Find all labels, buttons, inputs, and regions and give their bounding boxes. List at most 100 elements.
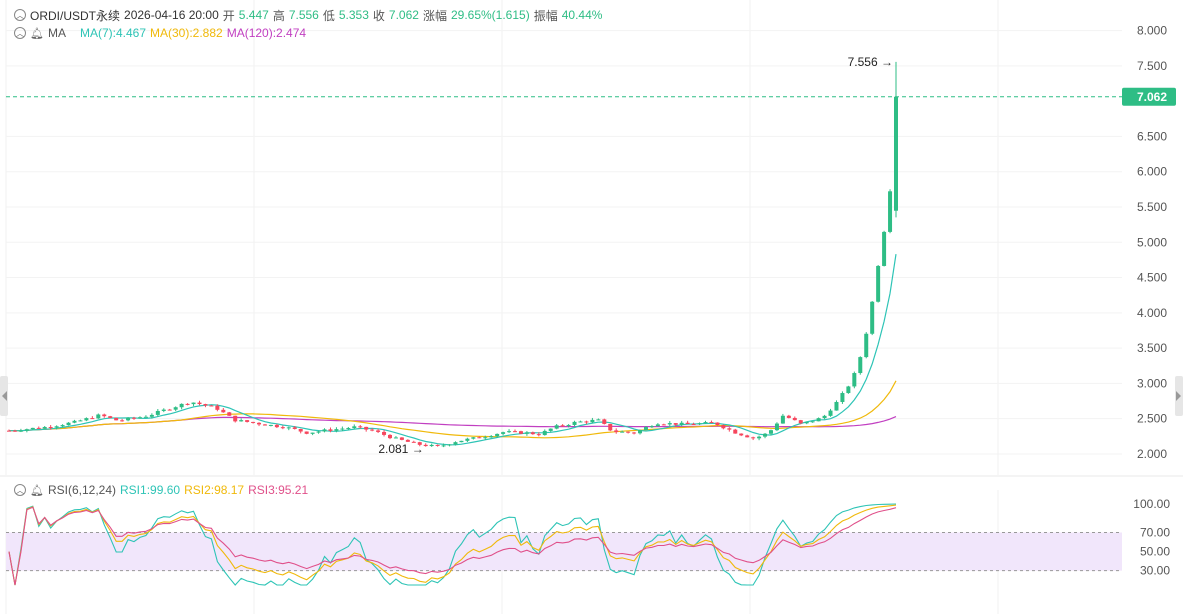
- candle-up: [596, 419, 601, 421]
- candle-up: [846, 386, 851, 394]
- candle-down: [221, 409, 226, 413]
- collapse-rsi-icon[interactable]: ︿: [14, 484, 26, 496]
- candle-down: [328, 429, 333, 431]
- candle-down: [262, 424, 267, 426]
- candle-up: [894, 96, 898, 211]
- candle-up: [649, 426, 654, 428]
- scroll-right-handle[interactable]: [1175, 376, 1183, 416]
- change-label: 涨幅: [422, 8, 447, 23]
- candle-down: [358, 426, 363, 428]
- last-price-tag-text: 7.062: [1137, 90, 1167, 104]
- candle-up: [126, 417, 131, 421]
- price-tick-label: 6.000: [1137, 165, 1167, 179]
- rsi3-value: RSI3:95.21: [248, 483, 309, 497]
- candle-up: [483, 437, 488, 439]
- candle-up: [155, 410, 160, 415]
- candle-down: [185, 403, 190, 405]
- candle-down: [251, 421, 256, 423]
- close-label: 收: [372, 8, 385, 23]
- candle-up: [643, 427, 648, 430]
- candle-up: [66, 422, 71, 426]
- candle-up: [703, 422, 708, 424]
- candle-up: [864, 333, 869, 358]
- candle-down: [626, 431, 631, 433]
- candle-up: [149, 414, 154, 417]
- candle-down: [370, 429, 375, 431]
- candle-down: [632, 432, 637, 434]
- candle-up: [495, 433, 500, 437]
- candle-down: [739, 433, 744, 436]
- candle-down: [745, 435, 750, 438]
- candle-up: [888, 191, 893, 232]
- rsi2-value: RSI2:98.17: [184, 483, 245, 497]
- candle-down: [12, 430, 17, 432]
- price-tick-label: 2.500: [1137, 412, 1167, 426]
- candle-down: [721, 425, 726, 429]
- candle-down: [48, 427, 53, 429]
- candle-up: [84, 418, 89, 421]
- candle-down: [233, 415, 238, 422]
- rsi-lines: [8, 503, 897, 586]
- candle-up: [334, 429, 339, 431]
- candle-up: [638, 429, 643, 434]
- datetime-label: 2026-04-16 20:00: [124, 8, 219, 22]
- candle-up: [566, 424, 571, 426]
- candle-down: [417, 442, 422, 445]
- candle-down: [209, 405, 214, 407]
- candle-down: [435, 444, 440, 446]
- collapse-ma-icon[interactable]: ︿: [14, 27, 26, 39]
- candle-up: [471, 437, 476, 439]
- rsi2-line: [8, 504, 897, 586]
- ma-name: MA: [47, 26, 66, 40]
- candle-down: [792, 417, 797, 421]
- price-tick-label: 4.000: [1137, 306, 1167, 320]
- candle-up: [18, 430, 23, 432]
- candle-up: [858, 357, 863, 374]
- candle-down: [733, 429, 738, 434]
- price-axis: 8.000 7.500 6.500 6.000 5.500 5.000 4.500 4.000…: [1137, 24, 1167, 461]
- collapse-icon[interactable]: ︿: [14, 9, 26, 21]
- candle-down: [584, 421, 589, 423]
- rsi-tick-label: 70.00: [1140, 525, 1170, 539]
- rsi-name: RSI(6,12,24): [47, 483, 117, 497]
- candle-down: [477, 437, 482, 439]
- candle-up: [447, 444, 452, 446]
- candle-down: [751, 437, 756, 439]
- candle-down: [423, 444, 428, 447]
- rsi-overbought-band: [6, 532, 1122, 571]
- candle-up: [96, 414, 101, 419]
- candle-up: [620, 431, 625, 433]
- candle-down: [197, 402, 202, 405]
- candle-down: [727, 428, 732, 430]
- candle-up: [763, 433, 768, 437]
- rsi1-value: RSI1:99.60: [120, 483, 181, 497]
- bell-icon[interactable]: 🔔︎: [30, 27, 44, 40]
- candle-up: [572, 421, 577, 425]
- candle-up: [679, 422, 684, 425]
- ma30-line: [9, 380, 897, 439]
- candle-up: [590, 419, 595, 423]
- candle-up: [852, 373, 857, 387]
- candle-up: [507, 431, 512, 433]
- candle-up: [554, 425, 559, 429]
- candle-down: [7, 430, 11, 432]
- candle-down: [292, 427, 297, 429]
- low-label: 低: [322, 8, 335, 23]
- min-price-annotation: 2.081 →: [378, 442, 423, 456]
- candle-up: [655, 424, 660, 427]
- candle-up: [780, 415, 785, 424]
- candle-down: [536, 434, 541, 436]
- candle-down: [614, 430, 619, 433]
- symbol-label: ORDI/USDT永续: [30, 8, 121, 23]
- candle-up: [30, 427, 35, 430]
- rsi3-line: [8, 506, 897, 586]
- candles[interactable]: [7, 61, 898, 448]
- scroll-left-handle[interactable]: [0, 376, 8, 416]
- amplitude-value: 40.44%: [561, 8, 603, 22]
- candle-down: [102, 414, 107, 417]
- candle-down: [36, 427, 41, 429]
- amplitude-label: 振幅: [533, 8, 558, 23]
- low-value: 5.353: [338, 8, 369, 22]
- rsi-bell-icon[interactable]: 🔔︎: [30, 484, 44, 497]
